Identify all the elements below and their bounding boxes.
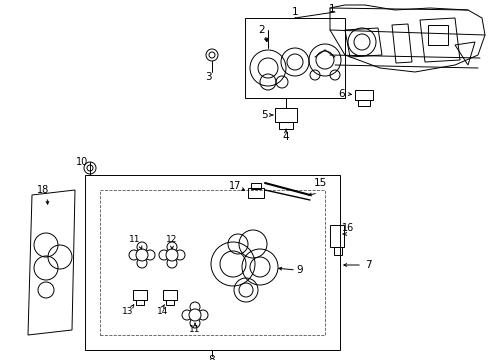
Text: 1: 1: [328, 4, 335, 14]
Circle shape: [165, 249, 178, 261]
Text: 9: 9: [296, 265, 303, 275]
Bar: [333, 247, 341, 255]
Bar: [165, 300, 174, 305]
Bar: [136, 300, 143, 305]
Text: 2: 2: [258, 25, 265, 35]
Text: 5: 5: [261, 110, 268, 120]
Text: 3: 3: [204, 72, 211, 82]
Text: 13: 13: [122, 307, 134, 316]
Text: 11: 11: [129, 235, 141, 244]
Bar: [427, 25, 447, 45]
Bar: [354, 90, 372, 100]
Bar: [250, 183, 261, 189]
Text: 14: 14: [157, 307, 168, 316]
Text: 18: 18: [37, 185, 49, 195]
Bar: [100, 190, 325, 335]
Bar: [163, 290, 177, 300]
Text: 10: 10: [76, 157, 88, 167]
Bar: [357, 100, 369, 106]
Bar: [85, 175, 339, 350]
Bar: [274, 108, 296, 122]
Circle shape: [136, 249, 148, 261]
Text: 15: 15: [313, 178, 326, 188]
Bar: [247, 188, 264, 198]
Circle shape: [189, 309, 201, 321]
Text: 4: 4: [282, 132, 289, 142]
Bar: [244, 18, 345, 98]
Text: 6: 6: [338, 89, 345, 99]
Bar: [329, 225, 343, 247]
Text: 8: 8: [208, 355, 215, 360]
Text: 11: 11: [189, 325, 201, 334]
Bar: [279, 122, 292, 129]
Text: 12: 12: [166, 235, 177, 244]
Bar: [133, 290, 147, 300]
Text: 16: 16: [341, 223, 353, 233]
Text: 1: 1: [291, 7, 298, 17]
Text: 17: 17: [228, 181, 241, 191]
Text: 7: 7: [364, 260, 370, 270]
